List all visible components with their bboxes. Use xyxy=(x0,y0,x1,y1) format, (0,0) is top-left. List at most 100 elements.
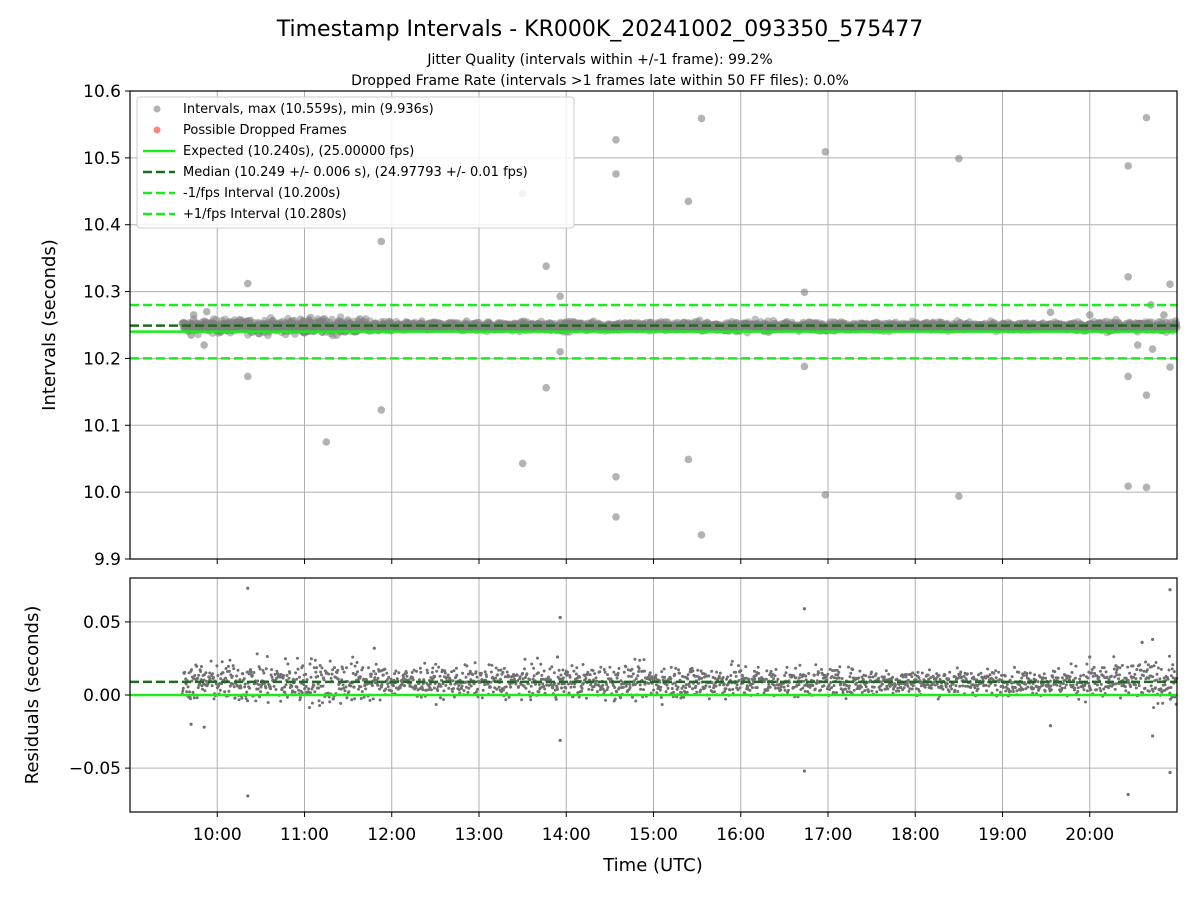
residual-point xyxy=(590,688,594,692)
residual-point xyxy=(1018,683,1022,687)
residual-point xyxy=(374,672,378,676)
residual-point xyxy=(945,682,949,686)
residual-point xyxy=(257,683,261,687)
residual-point xyxy=(905,673,908,676)
residual-point xyxy=(1000,673,1003,677)
residual-point xyxy=(392,684,395,688)
residual-point xyxy=(199,670,203,673)
residual-point xyxy=(744,665,748,669)
residual-point xyxy=(937,673,941,677)
residual-point xyxy=(616,671,620,675)
residual-point xyxy=(264,667,268,671)
residual-point xyxy=(785,665,789,669)
interval-outlier-point xyxy=(697,114,706,123)
residual-point xyxy=(1055,683,1059,687)
residual-point xyxy=(836,673,840,677)
interval-outlier-point xyxy=(377,237,386,246)
residual-point xyxy=(1012,690,1015,693)
residual-point xyxy=(621,685,625,689)
residual-point xyxy=(599,665,603,669)
residual-point xyxy=(985,689,989,693)
residual-point xyxy=(1085,662,1089,666)
residual-point xyxy=(330,672,334,676)
residual-point xyxy=(1077,697,1081,701)
bottom-xtick-label: 18:00 xyxy=(891,825,940,845)
residual-point xyxy=(475,690,478,694)
residual-point xyxy=(284,683,288,687)
residual-point xyxy=(602,668,606,671)
interval-outlier-point xyxy=(518,459,527,468)
interval-outlier-point xyxy=(1166,363,1174,371)
residual-point xyxy=(181,689,185,693)
residual-point xyxy=(659,685,663,689)
residual-point xyxy=(673,672,677,676)
residual-point xyxy=(572,669,576,673)
residual-point xyxy=(434,703,438,706)
residual-point xyxy=(703,675,706,679)
residual-point xyxy=(643,669,646,673)
residual-point xyxy=(824,675,828,679)
residual-point xyxy=(447,686,451,690)
residual-point xyxy=(988,673,992,677)
residual-point xyxy=(228,684,232,688)
residual-point xyxy=(490,663,494,667)
residual-point xyxy=(1151,689,1155,693)
residual-point xyxy=(1082,688,1086,692)
residual-point xyxy=(704,684,708,688)
residual-point xyxy=(282,674,286,678)
top-ytick-label: 10.0 xyxy=(83,483,121,503)
legend-expected-label: Expected (10.240s), (25.00000 fps) xyxy=(183,144,414,159)
residual-point xyxy=(1168,654,1171,658)
residual-point xyxy=(622,670,626,674)
residual-point xyxy=(312,683,316,687)
residual-point xyxy=(212,676,215,679)
residual-point xyxy=(813,687,817,691)
residual-point xyxy=(441,698,445,701)
residual-point xyxy=(1085,689,1089,693)
residual-point xyxy=(286,662,290,666)
residual-point xyxy=(677,668,680,672)
residual-point xyxy=(950,687,954,691)
residual-point xyxy=(647,681,651,685)
interval-outlier-point xyxy=(1124,482,1132,490)
residual-outlier-point xyxy=(189,722,193,726)
residual-point xyxy=(295,685,299,689)
residual-point xyxy=(669,665,673,669)
chart-subtitle-dropped: Dropped Frame Rate (intervals >1 frames … xyxy=(351,73,849,89)
interval-outlier-point xyxy=(542,262,550,270)
residual-point xyxy=(658,688,662,692)
residual-point xyxy=(684,686,688,690)
residual-point xyxy=(224,667,228,670)
residual-point xyxy=(529,698,533,702)
residual-point xyxy=(372,669,376,673)
residual-point xyxy=(822,684,826,688)
residual-point xyxy=(1135,668,1139,671)
residual-point xyxy=(439,696,442,700)
residual-point xyxy=(504,698,508,702)
residual-point xyxy=(1109,674,1113,678)
residual-point xyxy=(779,688,783,692)
bottom-ytick-label: 0.05 xyxy=(83,613,121,633)
residual-point xyxy=(801,686,805,690)
residual-point xyxy=(190,668,193,672)
residual-point xyxy=(358,675,362,679)
residual-point xyxy=(329,676,333,680)
bottom-ytick-label: 0.00 xyxy=(83,686,121,706)
interval-outlier-point xyxy=(612,170,620,178)
residual-point xyxy=(231,682,235,686)
residual-point xyxy=(1041,683,1045,687)
residual-point xyxy=(1128,671,1132,675)
residual-point xyxy=(460,684,464,688)
residual-point xyxy=(355,661,359,664)
residual-point xyxy=(710,681,714,685)
residual-point xyxy=(676,685,680,689)
residual-point xyxy=(572,685,576,689)
residual-point xyxy=(690,666,694,670)
residual-point xyxy=(189,697,192,701)
residual-point xyxy=(1126,665,1130,669)
residual-point xyxy=(1074,664,1078,668)
residual-point xyxy=(1022,674,1026,677)
residual-point xyxy=(227,689,231,693)
residual-point xyxy=(891,675,895,679)
residual-point xyxy=(1139,668,1143,672)
